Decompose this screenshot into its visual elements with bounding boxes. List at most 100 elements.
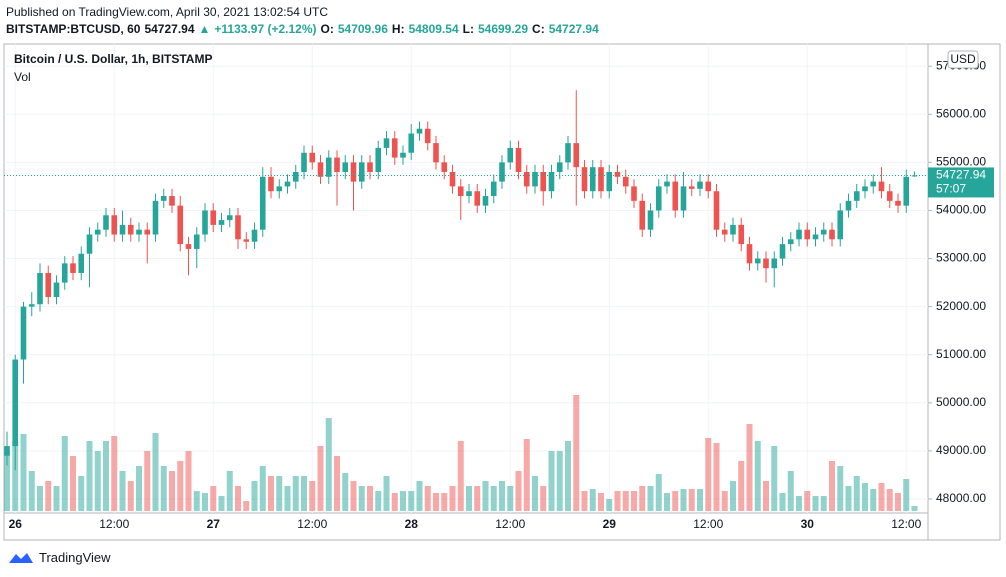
candle-body [334,157,340,172]
volume-bar [276,476,283,511]
candle-body [540,171,547,192]
volume-bar [738,461,745,511]
candle-body [862,186,868,192]
volume-bar [680,489,687,511]
y-tick-label: 55000.00 [936,155,986,169]
candle-body [598,167,604,192]
candle-body [251,229,258,242]
candle-body [754,258,761,264]
candle-body [730,224,736,235]
volume-bar [136,466,142,511]
currency-box[interactable] [947,50,979,69]
volume-bar [317,446,324,511]
candle-body [441,162,448,172]
candle-body [111,215,118,235]
candle-body [688,186,695,189]
candle-body [284,181,291,187]
candle-body [639,200,646,230]
volume-bar [895,493,901,511]
candle-body [367,162,373,172]
volume-bar [730,481,736,511]
volume-bar [350,481,357,511]
candle-body [78,253,85,273]
currency[interactable]: USD [950,52,976,66]
volume-bar [771,446,778,511]
volume-bar [400,491,406,511]
candle-body [565,143,571,163]
candle-body [226,215,233,221]
volume-bar [28,471,35,511]
volume-bar [523,439,530,511]
candle-body [375,147,382,172]
candle-body [870,181,877,187]
volume-bar [259,466,266,511]
volume-bar [664,493,670,511]
candle-body [474,191,481,206]
candle-body [845,200,852,211]
volume-bar [218,496,225,511]
candle-body [202,210,208,235]
candle-body [400,152,406,158]
candle-body [457,186,464,197]
x-tick-label: 29 [603,517,617,531]
volume-bar [342,473,349,511]
ohlc-value: 54699.29 [477,22,529,36]
candle-body [86,234,93,254]
candle-body [779,244,786,259]
volume-bar [61,436,68,511]
candle-body [4,446,10,456]
candle-body [424,128,431,144]
candle-body [507,147,514,163]
candle-body [853,191,860,201]
volume-bar [672,491,679,511]
candle-body [606,171,613,192]
candle-body [350,162,357,182]
marks [4,90,928,511]
labels: 48000.00 49000.00 50000.00 51000.00 52000.00… [9,58,994,531]
candle-body [746,244,753,264]
candle-body [829,229,835,240]
volume-bar [911,506,918,511]
volume-bar [284,486,291,511]
volume-bar [334,456,340,511]
volume-bar [754,441,761,511]
volume-bar [639,486,646,511]
candle-body [218,220,225,225]
volume-bar [515,471,522,511]
volume-bar [268,476,274,511]
volume-bar [870,489,877,511]
volume-bar [292,476,299,511]
volume-bar [119,471,126,511]
volume-bar [763,481,769,511]
volume-bar [185,451,192,511]
countdown: 57:07 [936,182,966,196]
candle-body [391,138,398,158]
x-tick-label: 27 [207,517,221,531]
volume-bar [540,486,547,511]
candle-body [136,229,142,235]
volume-bar [779,493,786,511]
y-tick-label: 51000.00 [936,347,986,361]
candle-body [28,304,35,307]
volume-bar [589,489,596,511]
last-price-label: 54727.94 [936,168,986,182]
volume-bar [647,486,654,511]
candle-body [152,200,159,235]
candle-body [631,186,637,201]
candle-body [771,258,778,269]
volume-bar [103,441,109,511]
volume-bar [548,451,555,511]
volume-bar [301,476,307,511]
candle-body [127,224,134,235]
volume-bar [169,471,175,511]
change: +1133.97 (+2.12%) [214,22,317,36]
volume-bar [325,418,332,511]
volume-bar [606,499,613,511]
volume-bar [424,486,431,511]
volume-bar [631,491,637,511]
candle-body [160,196,167,201]
candle-body [292,171,299,182]
candle-body [499,162,505,182]
